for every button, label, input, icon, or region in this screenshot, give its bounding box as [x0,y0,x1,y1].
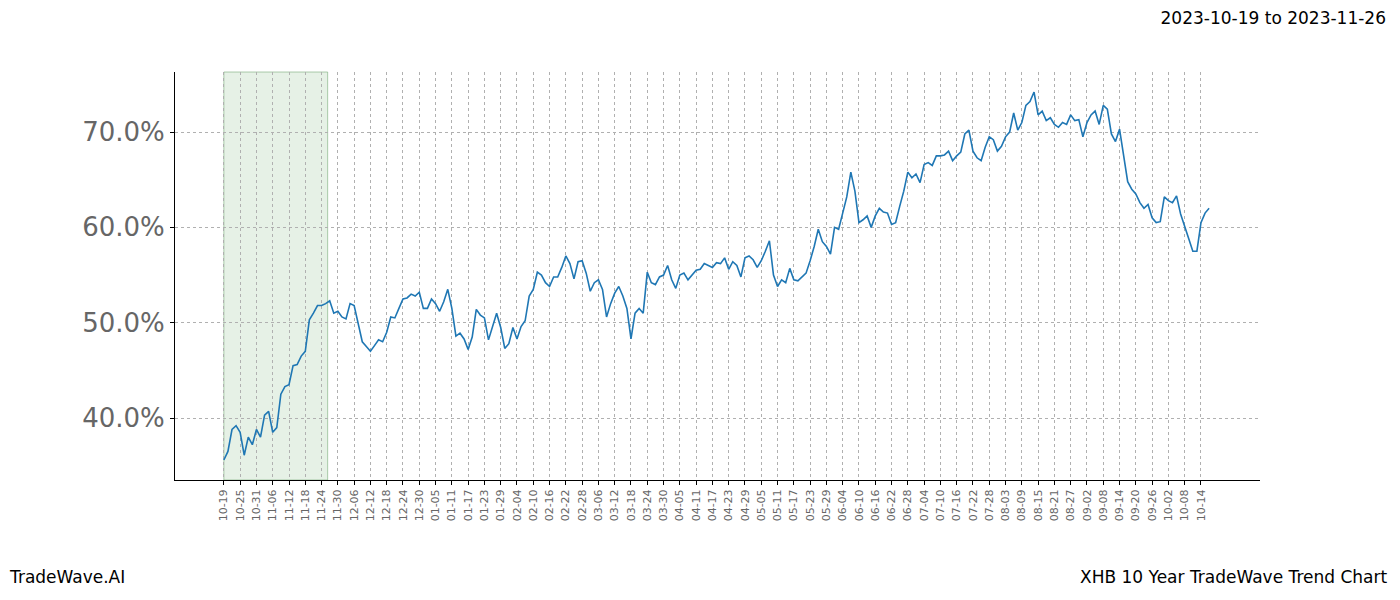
svg-text:05-05: 05-05 [755,489,768,521]
svg-text:09-20: 09-20 [1129,489,1142,521]
svg-text:03-30: 03-30 [657,489,670,521]
svg-text:02-22: 02-22 [559,489,572,521]
svg-text:07-04: 07-04 [918,489,931,521]
svg-text:05-17: 05-17 [787,489,800,521]
svg-text:05-29: 05-29 [820,489,833,521]
svg-text:01-05: 01-05 [429,489,442,521]
svg-text:03-18: 03-18 [625,489,638,521]
svg-text:60.0%: 60.0% [82,212,165,242]
svg-text:01-23: 01-23 [478,489,491,521]
svg-text:04-11: 04-11 [690,489,703,521]
svg-text:02-16: 02-16 [543,489,556,521]
svg-text:10-25: 10-25 [234,489,247,521]
svg-text:05-23: 05-23 [804,489,817,521]
svg-text:07-22: 07-22 [967,489,980,521]
svg-text:08-15: 08-15 [1032,489,1045,521]
svg-text:09-08: 09-08 [1097,489,1110,521]
svg-text:03-06: 03-06 [592,489,605,521]
svg-text:02-10: 02-10 [527,489,540,521]
svg-text:03-24: 03-24 [641,489,654,521]
svg-text:02-28: 02-28 [576,489,589,521]
svg-text:50.0%: 50.0% [82,308,165,338]
svg-text:04-23: 04-23 [722,489,735,521]
svg-text:08-09: 08-09 [1015,489,1028,521]
svg-text:07-28: 07-28 [983,489,996,521]
svg-text:06-28: 06-28 [901,489,914,521]
svg-text:10-19: 10-19 [217,489,230,521]
svg-text:70.0%: 70.0% [82,117,165,147]
svg-text:09-26: 09-26 [1146,489,1159,521]
svg-text:04-17: 04-17 [706,489,719,521]
svg-text:04-29: 04-29 [739,489,752,521]
svg-text:XHB 10 Year TradeWave Trend Ch: XHB 10 Year TradeWave Trend Chart [1080,567,1388,587]
svg-text:06-16: 06-16 [869,489,882,521]
svg-text:11-30: 11-30 [331,489,344,521]
svg-text:08-27: 08-27 [1064,489,1077,521]
svg-text:12-06: 12-06 [348,489,361,521]
svg-text:08-03: 08-03 [999,489,1012,521]
svg-text:01-29: 01-29 [494,489,507,521]
svg-text:11-12: 11-12 [283,489,296,521]
svg-text:40.0%: 40.0% [82,403,165,433]
svg-text:06-04: 06-04 [836,489,849,521]
svg-text:08-21: 08-21 [1048,489,1061,521]
svg-text:10-08: 10-08 [1178,489,1191,521]
svg-text:2023-10-19 to 2023-11-26: 2023-10-19 to 2023-11-26 [1161,8,1386,28]
svg-text:10-14: 10-14 [1195,489,1208,521]
svg-text:06-22: 06-22 [885,489,898,521]
svg-text:TradeWave.AI: TradeWave.AI [9,567,125,587]
svg-text:05-11: 05-11 [771,489,784,521]
svg-text:12-18: 12-18 [380,489,393,521]
svg-text:12-12: 12-12 [364,489,377,521]
svg-text:12-30: 12-30 [413,489,426,521]
svg-text:09-14: 09-14 [1113,489,1126,521]
svg-text:11-18: 11-18 [299,489,312,521]
svg-text:09-02: 09-02 [1081,489,1094,521]
svg-text:03-12: 03-12 [608,489,621,521]
svg-text:01-11: 01-11 [445,489,458,521]
svg-text:10-02: 10-02 [1162,489,1175,521]
svg-text:06-10: 06-10 [853,489,866,521]
svg-text:07-10: 07-10 [934,489,947,521]
svg-text:10-31: 10-31 [250,489,263,521]
svg-text:01-17: 01-17 [462,489,475,521]
svg-text:04-05: 04-05 [673,489,686,521]
svg-text:11-06: 11-06 [266,489,279,521]
svg-text:02-04: 02-04 [511,489,524,521]
svg-text:07-16: 07-16 [950,489,963,521]
svg-text:12-24: 12-24 [397,489,410,521]
svg-text:11-24: 11-24 [315,489,328,521]
